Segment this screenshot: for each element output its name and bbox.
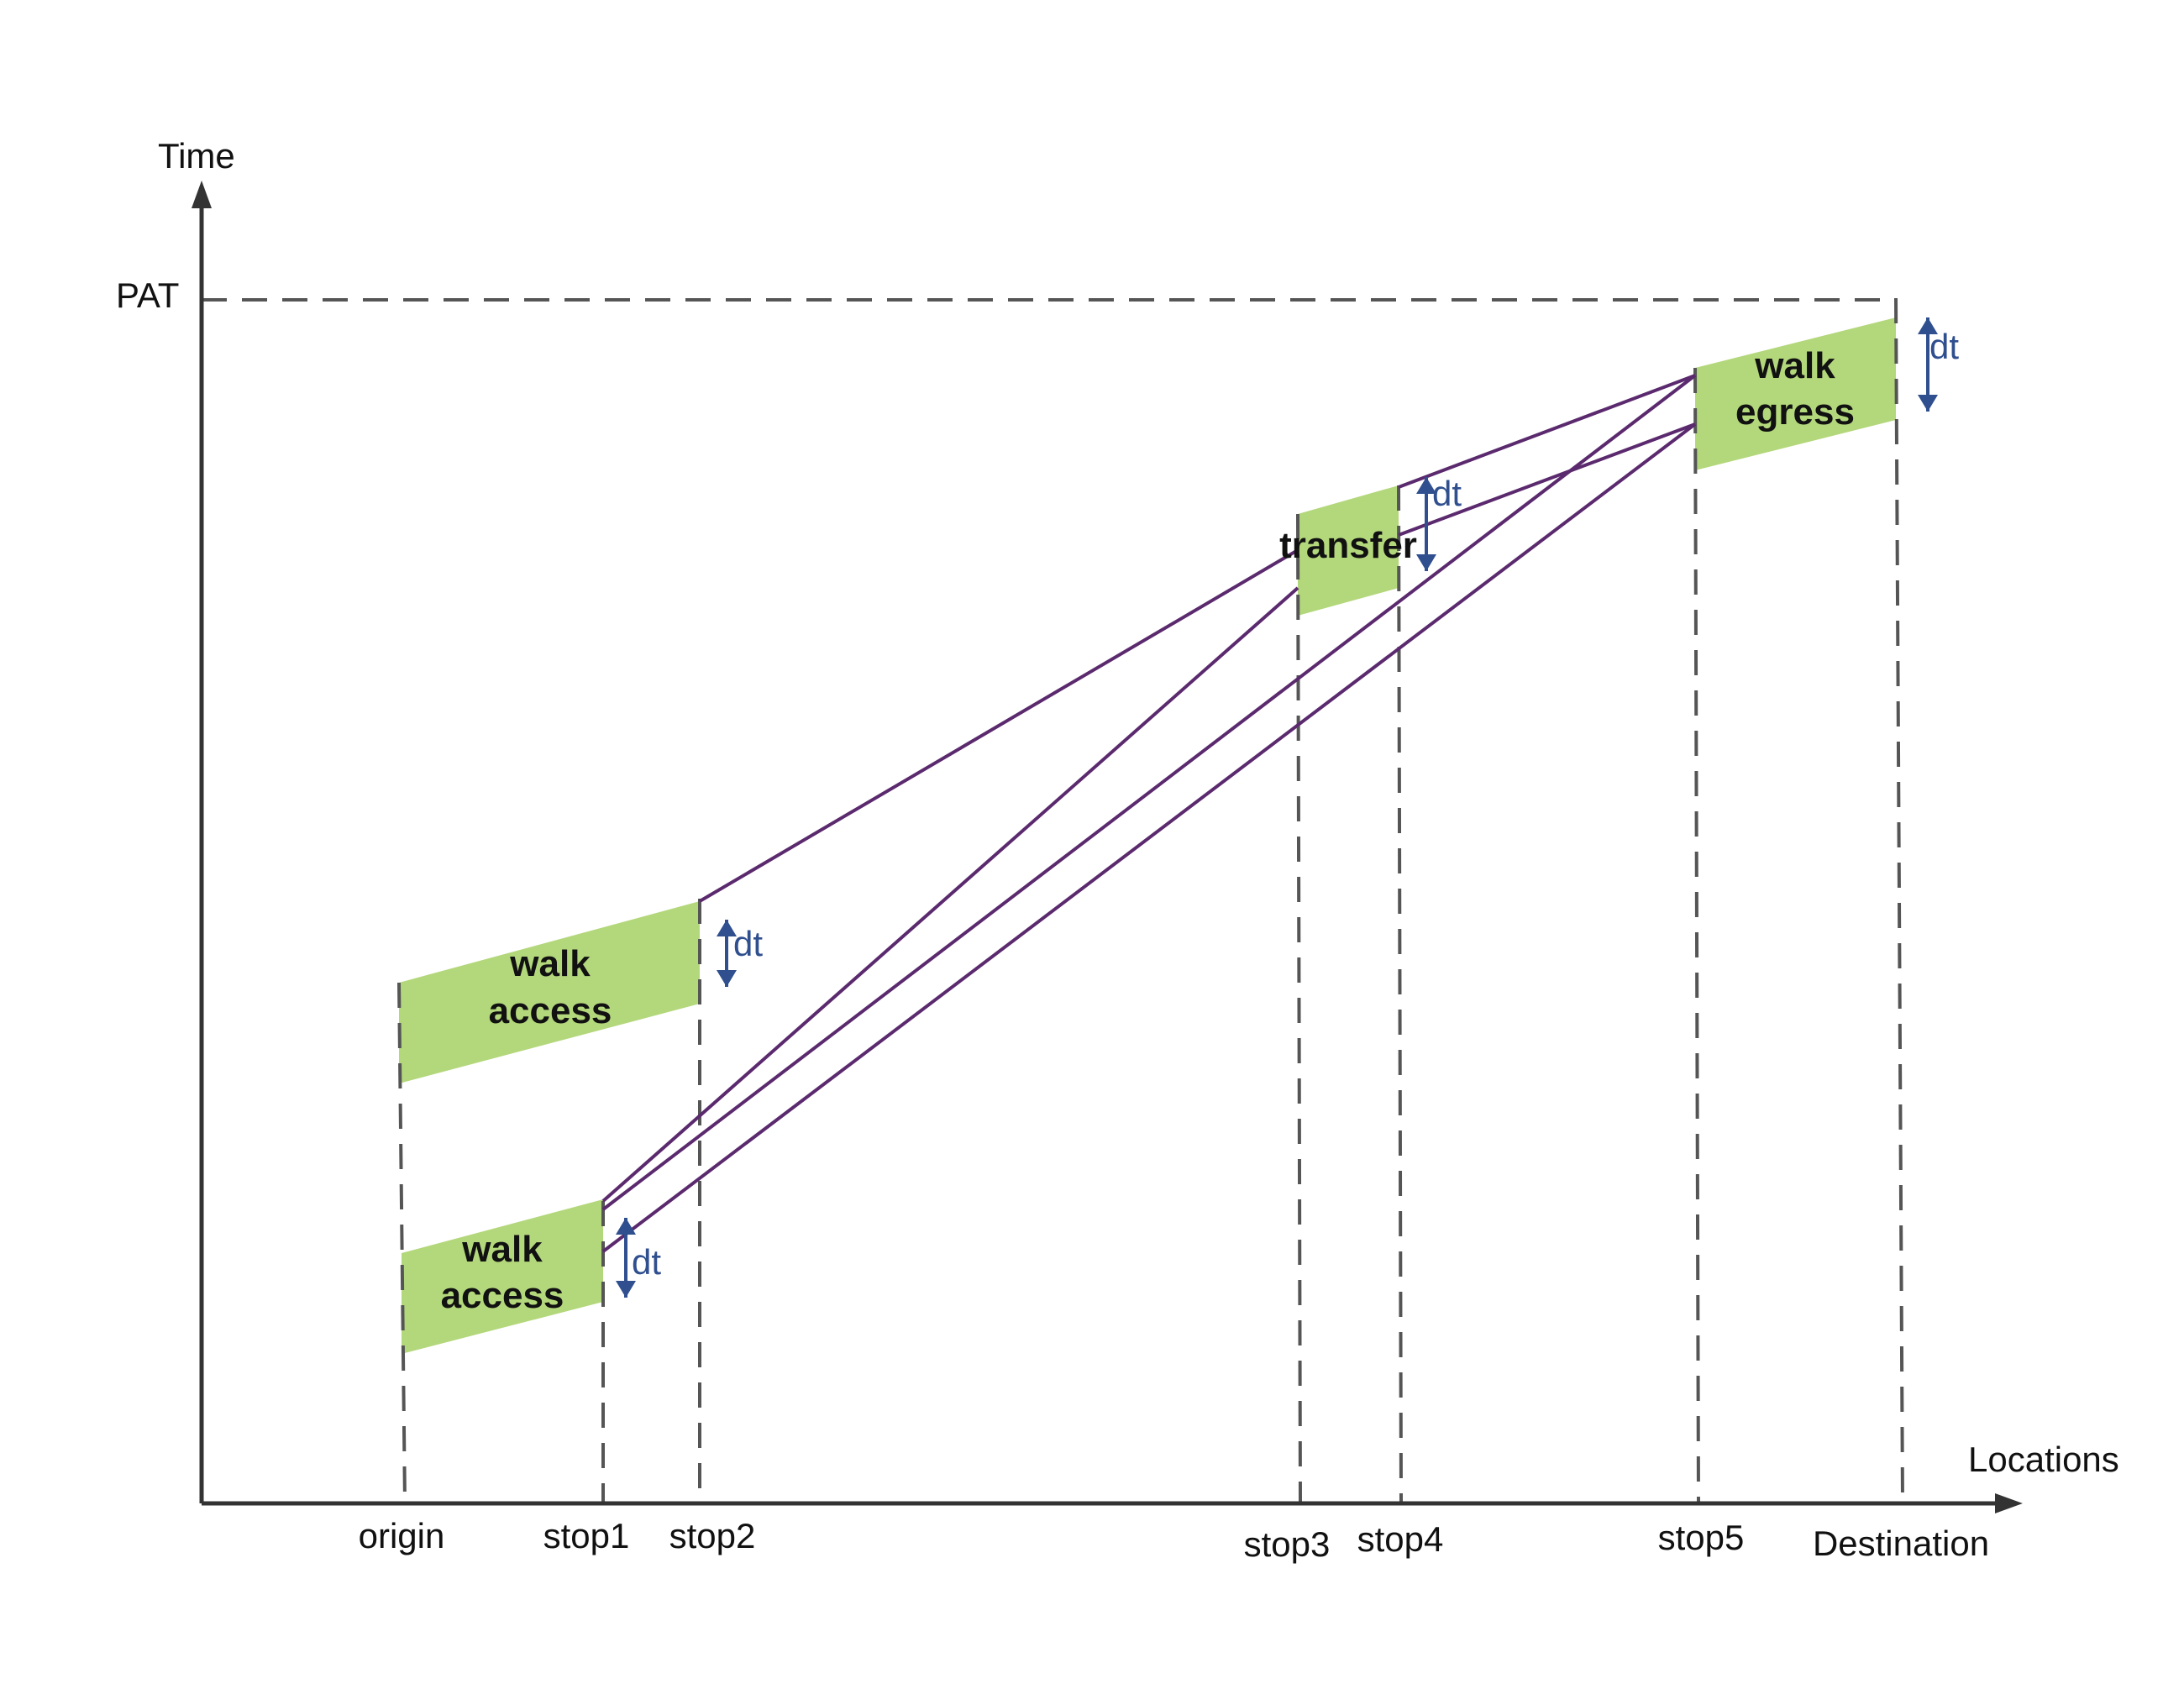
transfer-region (1298, 485, 1399, 616)
transfer-label: transfer (1279, 525, 1417, 566)
walk-access-upper-label-line2: access (489, 990, 612, 1031)
location-label-stop1: stop1 (543, 1516, 630, 1555)
dt-label-destination: dt (1929, 327, 1959, 366)
x-axis-label: Locations (1968, 1440, 2119, 1479)
dt-label-stop2: dt (733, 924, 763, 963)
x-axis-arrowhead (1995, 1493, 2023, 1513)
dt-label-stop4: dt (1432, 474, 1462, 513)
route-lines (601, 374, 1697, 1253)
location-label-destination: Destination (1813, 1524, 1989, 1563)
y-axis-arrowhead (192, 181, 212, 208)
stop3-guide (1296, 513, 1302, 1504)
location-label-stop4: stop4 (1357, 1519, 1444, 1559)
walk-access-lower-label-line2: access (441, 1275, 564, 1316)
route-line-stop1-stop5-upper (601, 374, 1697, 1211)
route-line-stop2-stop3 (698, 548, 1299, 903)
dt-label-stop1: dt (632, 1242, 661, 1282)
walk-egress-region (1695, 317, 1896, 470)
walk-access-upper-label-line1: walk (509, 943, 591, 984)
y-axis-label: Time (158, 136, 235, 176)
dt-arrows (616, 317, 1938, 1298)
route-line-stop1-stop5-lower (601, 422, 1697, 1253)
walk-access-lower-label-line1: walk (461, 1229, 543, 1270)
route-line-stop4-stop5-lower (1398, 422, 1696, 537)
route-line-stop4-stop5-upper (1398, 374, 1696, 489)
location-label-origin: origin (359, 1516, 445, 1555)
stop5-guide (1693, 367, 1700, 1504)
walk-egress-label-line2: egress (1735, 391, 1855, 433)
route-line-stop1-stop3 (601, 586, 1299, 1203)
walk-access-lower-region (402, 1199, 603, 1354)
walk-egress-label-line1: walk (1754, 345, 1835, 386)
destination-guide (1894, 297, 1904, 1504)
location-label-stop3: stop3 (1244, 1524, 1331, 1564)
location-label-stop5: stop5 (1658, 1518, 1745, 1557)
pat-label: PAT (116, 275, 179, 315)
origin-guide (397, 982, 407, 1504)
stop4-guide (1397, 485, 1403, 1504)
walk-access-upper-region (399, 901, 700, 1083)
location-label-stop2: stop2 (669, 1516, 756, 1555)
